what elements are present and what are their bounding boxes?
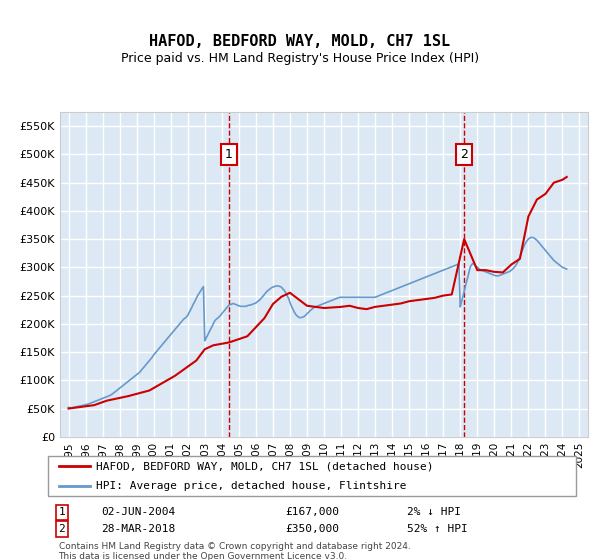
Text: Price paid vs. HM Land Registry's House Price Index (HPI): Price paid vs. HM Land Registry's House … — [121, 52, 479, 66]
FancyBboxPatch shape — [48, 456, 576, 496]
Text: HPI: Average price, detached house, Flintshire: HPI: Average price, detached house, Flin… — [95, 481, 406, 491]
Text: 52% ↑ HPI: 52% ↑ HPI — [407, 524, 468, 534]
Text: 2% ↓ HPI: 2% ↓ HPI — [407, 507, 461, 517]
Text: 2: 2 — [460, 148, 468, 161]
Text: 28-MAR-2018: 28-MAR-2018 — [101, 524, 175, 534]
Text: 1: 1 — [225, 148, 233, 161]
Text: Contains HM Land Registry data © Crown copyright and database right 2024.
This d: Contains HM Land Registry data © Crown c… — [59, 542, 410, 560]
Text: HAFOD, BEDFORD WAY, MOLD, CH7 1SL: HAFOD, BEDFORD WAY, MOLD, CH7 1SL — [149, 35, 451, 49]
Text: £350,000: £350,000 — [286, 524, 340, 534]
Text: HAFOD, BEDFORD WAY, MOLD, CH7 1SL (detached house): HAFOD, BEDFORD WAY, MOLD, CH7 1SL (detac… — [95, 461, 433, 471]
Text: £167,000: £167,000 — [286, 507, 340, 517]
Text: 02-JUN-2004: 02-JUN-2004 — [101, 507, 175, 517]
Text: 1: 1 — [59, 507, 65, 517]
Text: 2: 2 — [59, 524, 65, 534]
